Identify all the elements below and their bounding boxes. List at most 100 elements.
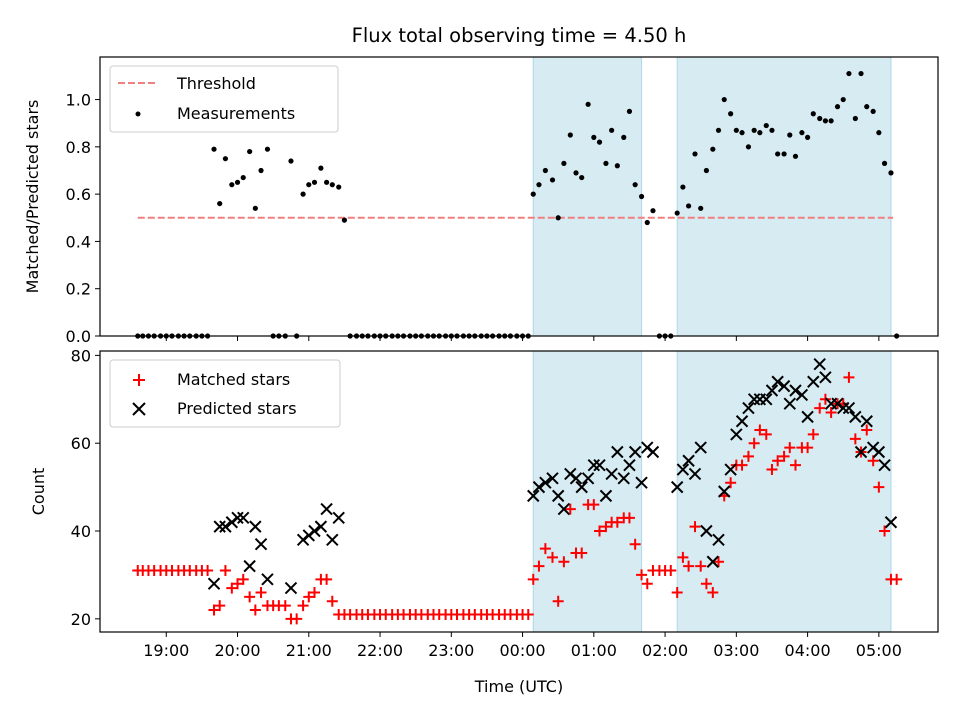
matched-stars-point-96: [700, 578, 712, 590]
measurements-point-127: [888, 170, 894, 176]
measurements-point-72: [561, 160, 567, 166]
measurements-point-94: [692, 151, 698, 157]
measurements-point-85: [638, 193, 645, 200]
predicted-stars-point-64: [819, 371, 832, 384]
matched-stars-point-108: [772, 455, 784, 467]
y-tick-label: 0.6: [66, 185, 91, 204]
shaded-interval-1: [676, 350, 892, 633]
matched-stars-point-13: [208, 604, 220, 616]
x-tick-label: 00:00: [500, 641, 546, 660]
matched-stars-point-98: [713, 556, 725, 568]
predicted-legend-swatch: [132, 402, 146, 416]
matched-stars-point-19: [244, 591, 256, 603]
measurements-point-20: [252, 205, 258, 211]
predicted-stars-point-55: [765, 384, 779, 397]
count-plot-area: [132, 357, 903, 625]
predicted-stars-point-71: [860, 415, 873, 428]
predicted-stars-point-51: [742, 401, 755, 415]
predicted-stars-point-14: [314, 520, 328, 533]
matched-stars-point-103: [742, 450, 754, 462]
measurements-point-122: [858, 70, 864, 77]
ratio-axes-frame: [99, 56, 939, 337]
matched-legend-label: Matched stars: [177, 370, 290, 389]
measurements-point-31: [318, 165, 324, 171]
y-tick-label: 0.8: [66, 138, 91, 157]
predicted-stars-point-26: [575, 480, 588, 494]
count-panel: 20 40 60 80 19:00 20:00 21:00 22:00 23:00 00:00 0…: [29, 346, 939, 660]
measurements-point-68: [536, 182, 542, 188]
predicted-stars-point-31: [605, 467, 618, 481]
predicted-stars-point-20: [539, 476, 552, 489]
predicted-stars-point-67: [837, 401, 850, 415]
matched-stars-point-109: [778, 450, 790, 462]
ratio-legend: Threshold Measurements: [109, 65, 339, 133]
ratio-y-axis-label: Matched/Predicted stars: [23, 100, 42, 294]
matched-stars-point-16: [226, 582, 238, 594]
chart-title: Flux total observing time = 4.50 h: [352, 24, 687, 47]
measurements-point-109: [781, 151, 787, 157]
measurements-point-117: [828, 118, 834, 124]
predicted-stars-point-7: [249, 520, 262, 533]
measurements-point-87: [650, 208, 656, 214]
measurements-point-126: [881, 160, 888, 166]
matched-stars-point-25: [279, 600, 291, 612]
predicted-stars-point-48: [724, 463, 737, 476]
matched-stars-point-120: [843, 371, 855, 383]
measurements-legend-swatch: [135, 111, 141, 117]
predicted-stars-point-27: [581, 472, 595, 485]
predicted-stars-point-22: [551, 489, 565, 503]
measurements-point-82: [621, 134, 627, 140]
measurements-point-93: [685, 203, 692, 209]
measurements-point-29: [306, 182, 312, 188]
matched-stars-point-70: [546, 551, 558, 563]
measurements-point-18: [240, 174, 246, 181]
predicted-stars-point-47: [718, 485, 731, 498]
predicted-stars-point-49: [730, 428, 743, 441]
measurements-point-119: [840, 96, 846, 103]
ratio-shaded-intervals: [532, 56, 892, 337]
matched-stars-point-113: [802, 442, 814, 454]
measurements-point-71: [555, 215, 561, 221]
predicted-stars-point-4: [231, 511, 244, 525]
measurements-point-104: [751, 127, 757, 133]
ratio-plot-area: [135, 70, 900, 339]
matched-stars-point-14: [214, 600, 226, 612]
matched-stars-point-110: [784, 442, 796, 454]
predicted-stars-point-25: [569, 472, 583, 485]
predicted-stars-point-32: [611, 445, 624, 459]
matched-legend-swatch: [133, 374, 145, 386]
matched-stars-point-85: [636, 569, 648, 581]
predicted-stars-point-5: [237, 511, 250, 525]
ratio-legend-box: [109, 65, 339, 133]
matched-stars-point-77: [588, 499, 600, 511]
predicted-stars-point-18: [527, 489, 540, 503]
count-y-axis-label: Count: [29, 468, 48, 516]
x-tick-label: 02:00: [642, 641, 688, 660]
measurements-point-97: [710, 146, 716, 152]
measurements-point-15: [222, 156, 229, 162]
measurements-point-34: [336, 184, 342, 190]
measurements-point-73: [567, 132, 573, 138]
measurements-point-102: [739, 130, 745, 136]
predicted-stars-point-42: [688, 467, 702, 481]
measurements-point-76: [585, 101, 591, 107]
predicted-stars-point-33: [617, 472, 630, 485]
count-shaded-intervals: [532, 350, 892, 633]
predicted-stars-point-57: [777, 379, 791, 393]
measurements-point-123: [864, 104, 870, 110]
predicted-stars-point-46: [712, 533, 725, 547]
predicted-stars-point-70: [854, 445, 868, 459]
matched-stars-point-92: [677, 551, 689, 563]
predicted-stars-point-40: [676, 463, 690, 476]
matched-stars-point-97: [707, 586, 719, 598]
matched-stars-point-67: [527, 573, 539, 585]
measurements-point-113: [804, 134, 811, 140]
measurements-legend-label: Measurements: [177, 104, 295, 123]
measurements-point-108: [775, 151, 781, 157]
measurements-point-21: [258, 167, 264, 174]
measurements-point-69: [542, 167, 548, 174]
matched-stars-point-15: [219, 565, 231, 577]
measurements-point-33: [329, 182, 335, 188]
predicted-stars-point-39: [670, 480, 684, 494]
